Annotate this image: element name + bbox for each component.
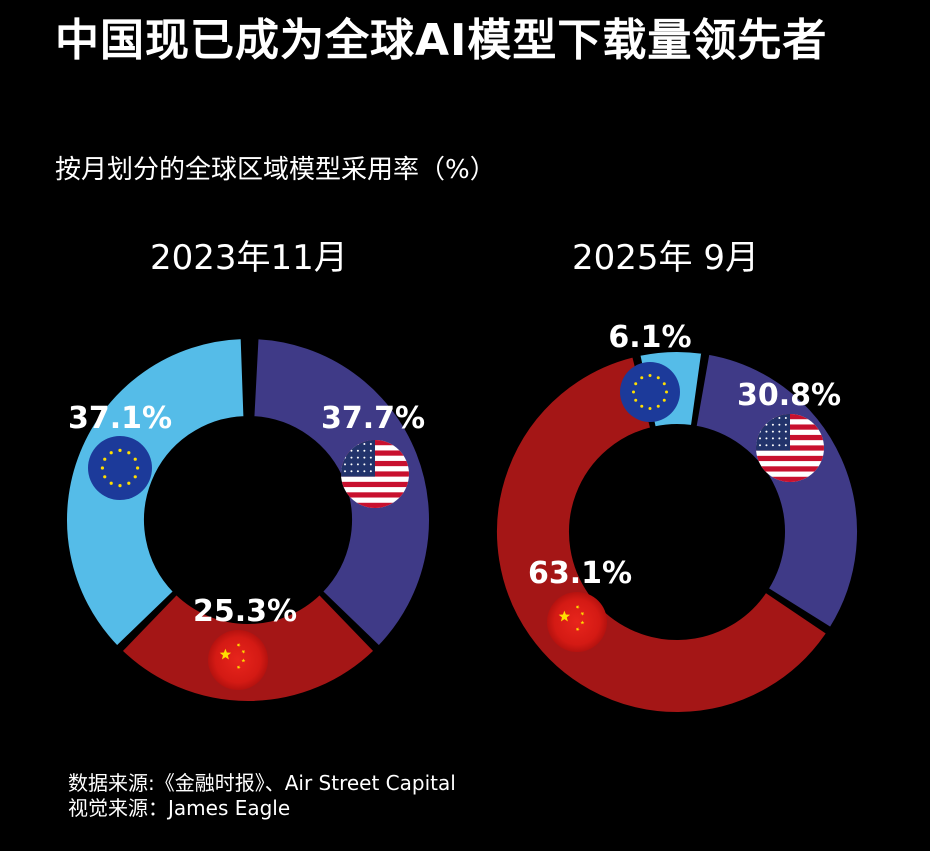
eu-flag-icon [620,362,680,422]
page-title: 中国现已成为全球AI模型下载量领先者 [55,15,828,66]
china-flag-small-star [575,605,580,610]
donut-segment-欧盟 [65,337,246,648]
value-label-美国: 30.8% [737,378,841,413]
china-flag-big-star [558,610,571,622]
value-label-中国: 63.1% [528,556,632,591]
donut-title-2023: 2023年11月 [150,238,348,278]
china-flag-small-star [236,643,241,648]
china-flag-small-star [580,620,585,625]
china-flag-small-star [241,649,246,654]
data-source: 数据来源:《金融时报》、Air Street Capital [68,771,456,795]
value-label-欧盟: 37.1% [68,401,172,436]
china-flag-big-star [219,648,232,660]
footer: 数据来源:《金融时报》、Air Street Capital 视觉来源：Jame… [68,771,456,821]
value-label-美国: 37.7% [321,401,425,436]
us-flag-icon [756,414,824,482]
china-flag-small-star [575,627,580,632]
donut-segment-美国 [694,352,859,630]
chart-subtitle: 按月划分的全球区域模型采用率（%） [55,155,496,185]
value-label-中国: 25.3% [193,594,297,629]
donut-segment-美国 [252,337,431,648]
visual-source: 视觉来源：James Eagle [68,796,291,820]
china-flag-small-star [241,658,246,663]
us-flag-icon [341,440,409,508]
china-flag-icon [547,592,607,652]
china-flag-small-star [580,611,585,616]
china-flag-small-star [236,665,241,670]
donut-title-2025: 2025年 9月 [572,238,759,278]
value-label-欧盟: 6.1% [608,320,691,355]
donut-2023 [65,337,431,703]
eu-flag-icon [88,436,152,500]
china-flag-icon [208,630,268,690]
